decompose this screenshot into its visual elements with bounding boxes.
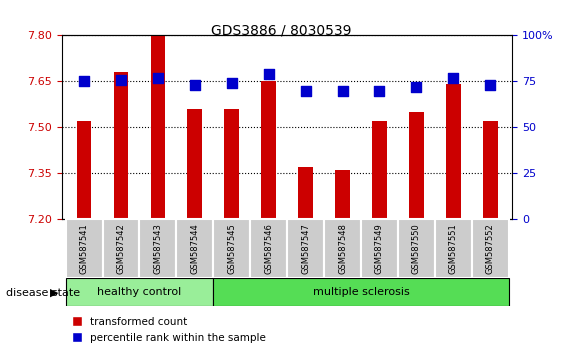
Bar [261,81,276,219]
Point [190,82,199,88]
Point [264,71,273,77]
Text: GSM587551: GSM587551 [449,223,458,274]
Text: ▶: ▶ [50,288,58,298]
Text: GSM587542: GSM587542 [117,223,126,274]
Bar [250,219,287,278]
Bar [298,167,313,219]
Bar [446,85,461,219]
Text: GSM587546: GSM587546 [264,223,273,274]
Text: GDS3886 / 8030539: GDS3886 / 8030539 [211,23,352,37]
Text: GSM587545: GSM587545 [227,223,236,274]
Text: GSM587547: GSM587547 [301,223,310,274]
Bar [213,278,508,306]
Bar [335,170,350,219]
Bar [176,219,213,278]
Text: GSM587543: GSM587543 [153,223,162,274]
Point [486,82,495,88]
Point [153,75,162,81]
Bar [287,219,324,278]
Bar [66,219,102,278]
Point [412,84,421,90]
Text: GSM587541: GSM587541 [79,223,88,274]
Text: healthy control: healthy control [97,287,182,297]
Bar [114,72,128,219]
Text: GSM587552: GSM587552 [486,223,495,274]
Point [227,80,236,86]
Point [79,79,88,84]
Bar [102,219,140,278]
Point [117,77,126,82]
Bar [472,219,508,278]
Bar [66,278,213,306]
Bar [225,109,239,219]
Bar [140,219,176,278]
Bar [150,35,166,219]
Bar [324,219,361,278]
Text: GSM587549: GSM587549 [375,223,384,274]
Point [375,88,384,93]
Bar [409,112,424,219]
Bar [213,219,250,278]
Bar [372,121,387,219]
Bar [483,121,498,219]
Text: disease state: disease state [6,288,80,298]
Point [338,88,347,93]
Bar [435,219,472,278]
Text: GSM587550: GSM587550 [412,223,421,274]
Text: GSM587548: GSM587548 [338,223,347,274]
Text: multiple sclerosis: multiple sclerosis [312,287,409,297]
Text: GSM587544: GSM587544 [190,223,199,274]
Point [301,88,310,93]
Point [449,75,458,81]
Bar [77,121,91,219]
Bar [398,219,435,278]
Legend: transformed count, percentile rank within the sample: transformed count, percentile rank withi… [67,313,270,347]
Bar [361,219,398,278]
Bar [187,109,202,219]
